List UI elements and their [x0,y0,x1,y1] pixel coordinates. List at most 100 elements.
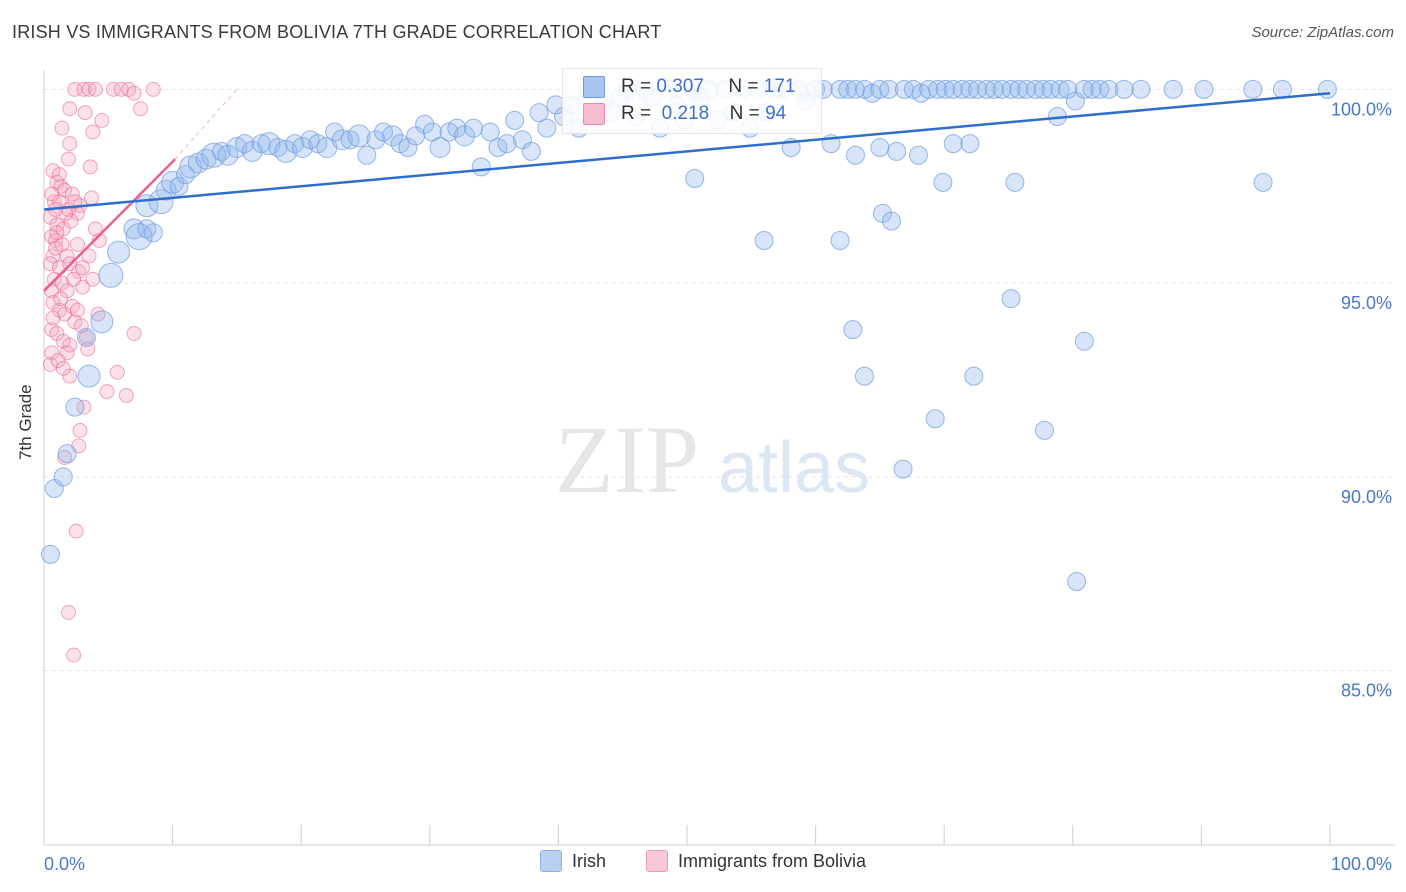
data-point-irish [235,134,255,154]
data-point-bolivia [105,81,121,97]
data-point-bolivia [82,159,98,175]
data-point-bolivia [132,101,148,117]
data-point-irish [960,134,980,154]
data-point-bolivia [77,105,93,121]
data-point-irish [1082,79,1102,99]
data-point-irish [933,172,953,192]
data-point-bolivia [85,124,101,140]
data-point-irish [984,79,1004,99]
stats-swatch-bolivia [583,103,605,125]
data-point-irish [1067,572,1087,591]
data-point-irish [143,223,163,243]
data-point-irish [1131,79,1151,99]
data-point-irish [1317,79,1337,99]
data-point-irish [447,118,467,138]
data-point-irish [497,134,517,154]
data-point-irish [1243,79,1263,99]
data-point-irish [1035,420,1055,440]
data-point-irish [471,157,491,177]
series-irish [40,79,1337,591]
data-point-irish [521,141,541,161]
data-point-bolivia [44,186,60,202]
data-point-irish [1253,172,1273,192]
data-point-irish [1194,79,1214,99]
data-point-irish [854,366,874,386]
data-point-bolivia [54,120,70,136]
data-point-irish [464,118,484,138]
data-point-bolivia [87,221,103,237]
data-point-bolivia [69,236,85,252]
data-point-irish [1001,289,1021,309]
legend-item-bolivia[interactable]: Immigrants from Bolivia [645,850,867,872]
data-point-irish [928,79,948,99]
data-point-bolivia [126,85,142,101]
data-point-irish [285,134,305,154]
data-point-bolivia [57,450,73,465]
y-tick-label: 100.0% [1331,99,1392,119]
data-point-irish [1001,79,1021,99]
legend-swatch-bolivia [645,850,668,872]
stats-irish-n-label: N = [728,76,759,97]
data-point-irish [1074,331,1094,351]
data-point-irish [893,459,913,479]
data-point-bolivia [60,605,76,620]
data-point-bolivia [66,647,82,663]
data-point-irish [952,79,972,99]
data-point-bolivia [45,310,61,326]
data-point-bolivia [81,248,97,264]
data-point-bolivia [72,422,88,438]
data-point-irish [1033,79,1053,99]
legend-label-bolivia: Immigrants from Bolivia [677,850,867,871]
stats-irish-r-label: R = [621,76,652,97]
data-point-bolivia [55,360,71,376]
data-point-irish [537,118,557,138]
data-point-bolivia [118,388,134,403]
data-point-irish [1050,79,1070,99]
data-point-bolivia [54,275,70,291]
data-point-irish [382,125,404,147]
watermark-atlas: atlas [718,428,870,508]
data-point-irish [175,165,195,185]
data-point-irish [830,79,850,99]
data-point-irish [845,145,865,165]
data-point-bolivia [91,233,107,248]
data-point-bolivia [81,81,97,97]
data-point-bolivia [121,81,137,97]
watermark: ZIP atlas [555,406,870,513]
data-point-irish [1009,79,1029,99]
stats-irish-n-value: 171 [763,76,796,97]
data-point-irish [40,544,60,564]
data-point-bolivia [76,81,92,97]
data-point-bolivia [69,302,85,318]
data-point-irish [529,103,549,123]
y-tick-labels: 85.0% 90.0% 95.0% 100.0% [1331,99,1392,700]
y-tick-label: 95.0% [1341,293,1392,313]
data-point-bolivia [84,190,100,206]
legend-swatch-irish [539,850,562,872]
data-point-irish [169,176,189,196]
data-point-irish [331,129,353,151]
chart-source: Source: ZipAtlas.com [1251,24,1394,41]
data-point-irish [366,130,386,150]
data-point-bolivia [75,260,91,276]
data-point-irish [398,138,418,157]
x-tick-label-max: 100.0% [1331,854,1392,874]
data-point-irish [1058,79,1078,99]
data-point-irish [870,138,890,157]
data-point-irish [107,240,131,264]
data-point-irish [960,79,980,99]
stats-row-irish: R = 0.307 N = 171 [583,74,795,100]
legend-item-irish[interactable]: Irish [539,850,606,872]
data-point-irish [1163,79,1183,99]
data-point-irish [685,169,705,188]
data-point-irish [53,467,73,487]
data-point-irish [347,124,371,148]
data-point-bolivia [85,271,101,287]
data-point-bolivia [145,81,161,97]
data-point-bolivia [59,283,75,299]
data-point-irish [77,364,101,388]
data-point-irish [1074,79,1094,99]
stats-bolivia-n-value: 94 [765,103,787,124]
data-point-irish [505,110,525,130]
